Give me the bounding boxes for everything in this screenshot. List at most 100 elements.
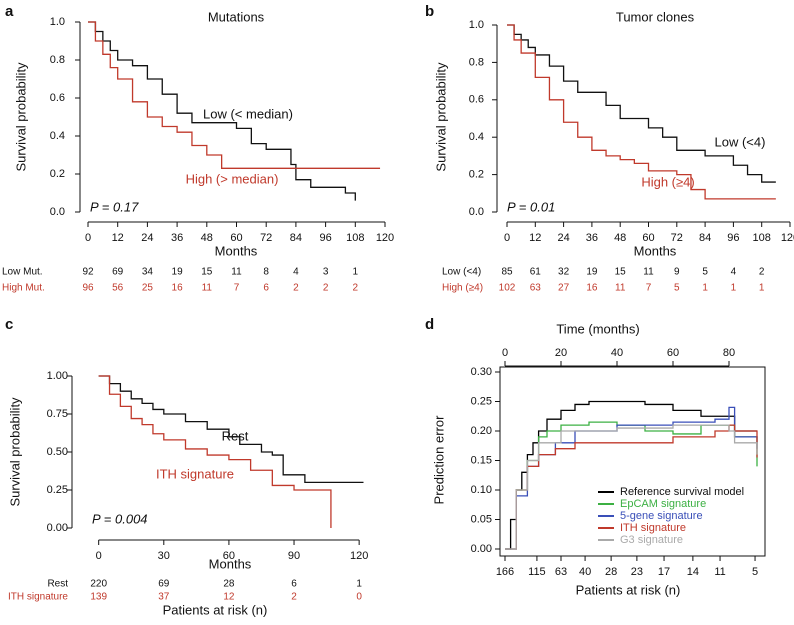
y-axis-label: Survival probability	[13, 62, 28, 172]
x-tick-label: 0	[96, 550, 102, 562]
x-tick-label: 60	[642, 232, 654, 244]
risk-count: 8	[263, 267, 269, 278]
y-tick-label: 0.15	[471, 454, 492, 466]
risk-count: 16	[172, 283, 184, 294]
risk-count: 4	[731, 267, 737, 278]
legend-label: ITH signature	[620, 522, 686, 534]
risk-count: 3	[323, 267, 329, 278]
survival-curve	[505, 400, 757, 550]
x-tick-label: 120	[350, 550, 368, 562]
survival-curve	[98, 375, 332, 528]
risk-count: 25	[142, 283, 154, 294]
curve-label: Rest	[222, 428, 249, 443]
risk-count: 96	[82, 283, 94, 294]
x-tick-label: 40	[611, 347, 623, 359]
y-tick-label: 0.2	[469, 169, 484, 181]
curve-label: High (≥4)	[641, 174, 694, 189]
risk-row-label: High (≥4)	[442, 283, 483, 294]
y-tick-label: 0.25	[471, 395, 492, 407]
x-tick-label: 84	[290, 232, 302, 244]
risk-count: 69	[112, 267, 124, 278]
x-tick-label: 48	[201, 232, 213, 244]
risk-count: 2	[291, 592, 297, 603]
risk-count: 220	[90, 579, 107, 590]
x-tick-label: 30	[158, 550, 170, 562]
risk-count: 19	[586, 267, 598, 278]
risk-count: 56	[112, 283, 124, 294]
x-tick-label: 0	[504, 232, 510, 244]
y-tick-label: 0.4	[469, 131, 484, 143]
y-tick-label: 0.2	[50, 168, 65, 180]
risk-count: 19	[172, 267, 184, 278]
risk-count: 102	[499, 283, 516, 294]
bottom-tick-label: 28	[605, 566, 617, 578]
bottom-tick-label: 14	[687, 566, 699, 578]
x-axis-label: Months	[215, 243, 258, 258]
p-value: P = 0.17	[90, 199, 139, 214]
bottom-tick-label: 5	[752, 566, 758, 578]
survival-curve	[507, 24, 776, 183]
risk-count: 4	[293, 267, 299, 278]
y-tick-label: 0.6	[469, 94, 484, 106]
x-tick-label: 0	[502, 347, 508, 359]
y-tick-label: 1.0	[469, 19, 484, 31]
panel-label: b	[425, 3, 434, 20]
risk-count: 16	[586, 283, 598, 294]
y-tick-label: 0.25	[47, 484, 68, 496]
risk-table-title: Patients at risk (n)	[163, 602, 268, 617]
risk-count: 92	[82, 267, 94, 278]
bottom-tick-label: 17	[658, 566, 670, 578]
y-tick-label: 0.8	[469, 56, 484, 68]
risk-count: 6	[263, 283, 269, 294]
x-tick-label: 36	[586, 232, 598, 244]
x-axis-label: Months	[634, 243, 677, 258]
risk-count: 15	[201, 267, 213, 278]
risk-row-label: High Mut.	[2, 283, 45, 294]
risk-count: 28	[223, 579, 235, 590]
bottom-tick-label: 11	[714, 566, 725, 578]
bottom-tick-label: 40	[579, 566, 591, 578]
x-tick-label: 48	[614, 232, 626, 244]
y-tick-label: 0.05	[471, 513, 492, 525]
curve-label: ITH signature	[156, 466, 234, 481]
legend-label: G3 signature	[620, 534, 683, 546]
y-tick-label: 0.10	[471, 484, 492, 496]
x-tick-label: 108	[346, 232, 364, 244]
risk-count: 2	[323, 283, 329, 294]
x-tick-label: 36	[171, 232, 183, 244]
risk-count: 11	[615, 283, 626, 294]
p-value: P = 0.004	[92, 511, 148, 526]
x-tick-label: 84	[699, 232, 711, 244]
risk-count: 27	[558, 283, 570, 294]
y-tick-label: 0.00	[471, 543, 492, 555]
x-tick-label: 72	[671, 232, 683, 244]
risk-count: 1	[702, 283, 708, 294]
plot-frame	[499, 366, 766, 557]
panel-label: d	[425, 316, 434, 333]
y-tick-label: 0.8	[50, 54, 65, 66]
x-tick-label: 0	[85, 232, 91, 244]
panel-label: a	[5, 3, 14, 20]
risk-count: 15	[615, 267, 627, 278]
x-tick-label: 20	[555, 347, 567, 359]
risk-row-label: Low (<4)	[442, 267, 481, 278]
risk-count: 85	[501, 267, 513, 278]
bottom-tick-label: 23	[631, 566, 643, 578]
legend-label: Reference survival model	[620, 486, 744, 498]
legend-label: EpCAM signature	[620, 498, 706, 510]
risk-count: 9	[674, 267, 680, 278]
risk-count: 2	[759, 267, 765, 278]
y-tick-label: 0.0	[469, 206, 484, 218]
x-axis-label: Time (months)	[556, 321, 639, 336]
risk-count: 37	[158, 592, 170, 603]
risk-count: 34	[142, 267, 154, 278]
legend-label: 5-gene signature	[620, 510, 703, 522]
x-tick-label: 24	[557, 232, 569, 244]
y-axis-label: Survival probability	[433, 62, 448, 172]
p-value: P = 0.01	[507, 199, 555, 214]
survival-curve	[88, 21, 381, 169]
risk-count: 63	[530, 283, 542, 294]
risk-count: 11	[202, 283, 213, 294]
x-tick-label: 96	[319, 232, 331, 244]
